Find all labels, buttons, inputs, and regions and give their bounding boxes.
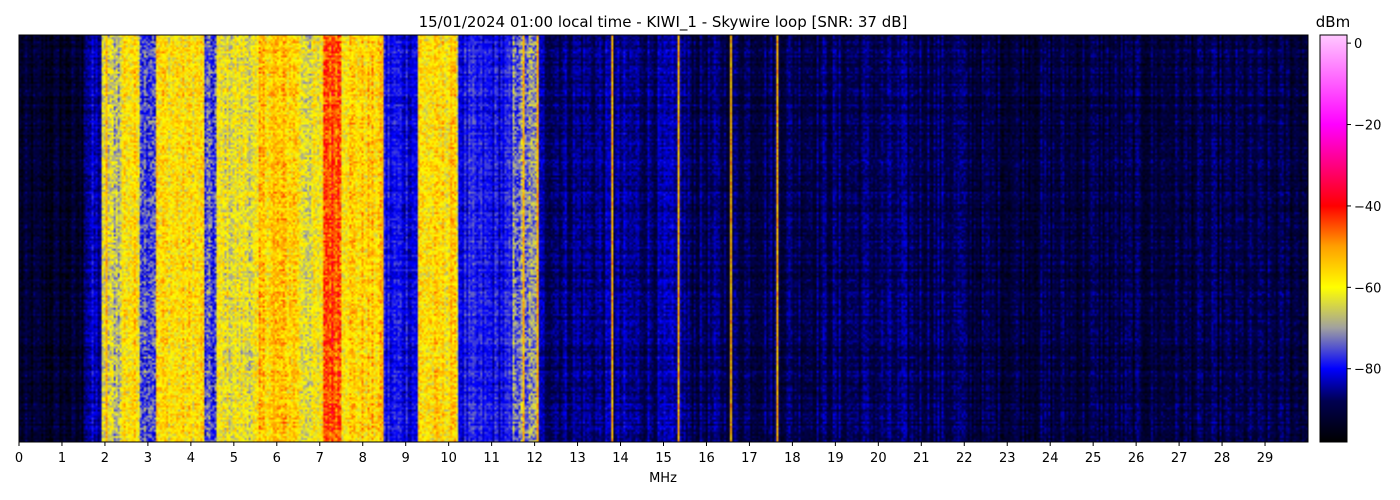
x-axis-label: MHz <box>649 471 677 486</box>
x-tick-label: 1 <box>58 451 66 466</box>
colorbar-label: dBm <box>1316 13 1350 31</box>
x-tick-label: 20 <box>870 451 887 466</box>
x-tick-label: 27 <box>1171 451 1188 466</box>
x-tick-label: 24 <box>1042 451 1059 466</box>
x-tick-label: 17 <box>741 451 758 466</box>
x-tick-label: 0 <box>15 451 23 466</box>
x-tick-label: 18 <box>784 451 801 466</box>
x-axis: 0 1 2 3 4 5 6 7 8 9 10 11 12 13 14 15 16 17 18 19 20 21 22 23 24… <box>15 442 1273 466</box>
x-tick-label: 19 <box>827 451 844 466</box>
x-tick-label: 22 <box>956 451 973 466</box>
x-tick-label: 10 <box>440 451 457 466</box>
x-tick-label: 4 <box>187 451 195 466</box>
x-tick-label: 23 <box>999 451 1016 466</box>
x-tick-label: 2 <box>101 451 109 466</box>
colorbar-ticks: 0 −20 −40 −60 −80 <box>1347 37 1381 378</box>
x-tick-label: 6 <box>273 451 281 466</box>
colorbar-tick-label: −20 <box>1354 119 1381 134</box>
x-tick-label: 7 <box>316 451 324 466</box>
x-tick-label: 8 <box>359 451 367 466</box>
x-tick-label: 11 <box>483 451 500 466</box>
colorbar-tick-label: 0 <box>1354 37 1362 52</box>
colorbar-tick-label: −60 <box>1354 281 1381 296</box>
x-tick-label: 25 <box>1085 451 1102 466</box>
x-tick-label: 21 <box>913 451 930 466</box>
colorbar-tick-label: −80 <box>1354 363 1381 378</box>
x-tick-label: 26 <box>1128 451 1145 466</box>
colorbar: dBm 0 −20 −40 −60 −80 <box>1316 13 1381 443</box>
x-tick-label: 15 <box>655 451 672 466</box>
x-tick-label: 29 <box>1257 451 1274 466</box>
x-tick-label: 5 <box>230 451 238 466</box>
chart-title: 15/01/2024 01:00 local time - KIWI_1 - S… <box>419 13 908 32</box>
x-tick-label: 9 <box>402 451 410 466</box>
x-tick-label: 16 <box>698 451 715 466</box>
x-tick-label: 13 <box>569 451 586 466</box>
waterfall-plot-area <box>18 34 1309 443</box>
waterfall-heatmap <box>19 35 1308 442</box>
colorbar-tick-label: −40 <box>1354 200 1381 215</box>
x-tick-label: 3 <box>144 451 152 466</box>
x-tick-label: 14 <box>612 451 629 466</box>
colorbar-gradient <box>1319 34 1348 443</box>
x-tick-label: 28 <box>1214 451 1231 466</box>
x-tick-label: 12 <box>526 451 543 466</box>
